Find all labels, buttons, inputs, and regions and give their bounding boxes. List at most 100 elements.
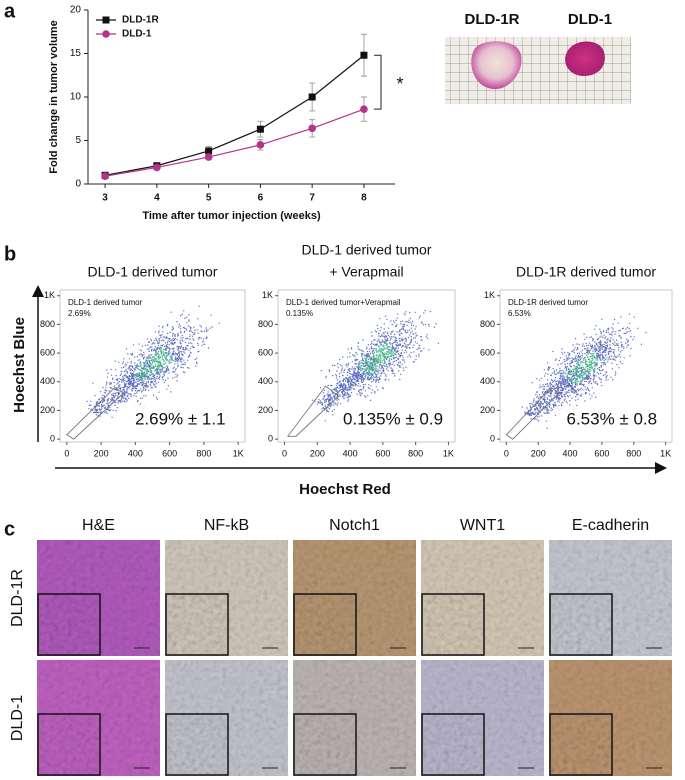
- x-tick-label: 200: [310, 448, 325, 458]
- y-tick-label: 400: [258, 376, 273, 386]
- y-tick-label: 800: [40, 319, 55, 329]
- gate-value: 6.53%: [508, 309, 531, 318]
- event-dots: [311, 309, 439, 422]
- gate-label: DLD-1R derived tumor: [508, 298, 588, 307]
- marker: [153, 163, 161, 172]
- marker: [360, 105, 368, 113]
- x-tick-label: 600: [594, 448, 609, 458]
- gate: [505, 386, 560, 440]
- ihc-image: [37, 540, 160, 656]
- panel-label: a: [4, 0, 16, 22]
- ihc-image: [421, 660, 544, 776]
- ihc-image: [549, 660, 672, 776]
- inset-texture: [167, 715, 227, 774]
- gate: [286, 385, 340, 437]
- event-dots-dense: [563, 352, 602, 385]
- ihc-image: [37, 660, 160, 776]
- y-tick-label: 1K: [262, 290, 273, 300]
- tumor-dld1: [565, 41, 605, 76]
- inset-texture: [167, 595, 227, 654]
- y-tick-label: 200: [258, 405, 273, 415]
- y-tick-label: 1K: [484, 290, 495, 300]
- event-dots: [86, 305, 220, 418]
- legend-marker: [102, 16, 110, 24]
- y-tick-label: 600: [40, 347, 55, 357]
- gate: [66, 386, 125, 440]
- gate-label: DLD-1 derived tumor: [68, 298, 143, 307]
- legend-label: DLD-1R: [122, 15, 159, 26]
- x-tick-label: 1K: [233, 448, 244, 458]
- row-label: DLD-1R: [9, 569, 26, 627]
- y-tick-label: 800: [480, 319, 495, 329]
- y-tick-label: 15: [70, 48, 82, 59]
- y-tick-label: 1K: [44, 290, 55, 300]
- panel-label: c: [4, 518, 15, 540]
- event-dots-dense: [134, 348, 174, 381]
- plot-title: DLD-1R derived tumor: [516, 264, 656, 280]
- inset-texture: [423, 595, 483, 654]
- y-tick-label: 800: [258, 319, 273, 329]
- y-tick-label: 600: [258, 347, 273, 357]
- x-tick-label: 7: [309, 193, 315, 204]
- x-tick-label: 200: [94, 448, 109, 458]
- marker: [101, 172, 109, 180]
- x-tick-label: 1K: [443, 448, 454, 458]
- inset-texture: [295, 715, 355, 774]
- y-tick-label: 200: [480, 405, 495, 415]
- x-tick-label: 0: [504, 448, 509, 458]
- x-axis-label: Time after tumor injection (weeks): [142, 210, 321, 222]
- event-dots-dense: [357, 341, 398, 376]
- x-tick-label: 5: [206, 193, 212, 204]
- significance-bracket: [374, 54, 382, 110]
- x-tick-label: 0: [282, 448, 287, 458]
- y-tick-label: 600: [480, 347, 495, 357]
- ihc-image: [165, 660, 288, 776]
- ihc-image: [165, 540, 288, 656]
- ihc-image: [293, 660, 416, 776]
- x-tick-label: 600: [375, 448, 390, 458]
- inset-texture: [551, 595, 611, 654]
- x-tick-label: 200: [531, 448, 546, 458]
- marker: [256, 125, 264, 133]
- annotation-bg: [121, 406, 240, 432]
- x-tick-label: 4: [154, 193, 160, 204]
- inset-texture: [423, 715, 483, 774]
- legend-marker: [102, 30, 110, 38]
- y-tick-label: 0: [268, 434, 273, 444]
- y-tick-label: 0: [75, 179, 81, 190]
- tumor-dld1r: [471, 41, 522, 90]
- x-axis-label: Hoechst Red: [299, 481, 391, 498]
- inset-texture: [295, 595, 355, 654]
- series-line: [104, 108, 365, 177]
- column-header: E-cadherin: [572, 517, 649, 534]
- row-label: DLD-1: [9, 695, 26, 741]
- x-tick-label: 3: [102, 193, 108, 204]
- y-tick-label: 400: [480, 376, 495, 386]
- photo-label: DLD-1R: [465, 11, 520, 28]
- inset-texture: [39, 595, 99, 654]
- y-tick-label: 0: [50, 434, 55, 444]
- annotation: 0.135% ± 0.9: [343, 409, 443, 428]
- y-tick-label: 10: [70, 92, 82, 103]
- y-tick-label: 5: [75, 135, 81, 146]
- x-tick-label: 6: [258, 193, 264, 204]
- marker: [360, 51, 368, 59]
- column-header: NF-kB: [204, 517, 249, 534]
- legend-label: DLD-1: [122, 29, 152, 40]
- x-tick-label: 400: [563, 448, 578, 458]
- series-line: [104, 54, 365, 176]
- x-tick-label: 800: [626, 448, 641, 458]
- x-tick-label: 400: [343, 448, 358, 458]
- marker: [205, 147, 213, 155]
- x-tick-label: 0: [64, 448, 69, 458]
- inset-texture: [39, 715, 99, 774]
- event-dots: [521, 313, 647, 429]
- annotation: 2.69% ± 1.1: [135, 409, 226, 428]
- gate-label: DLD-1 derived tumor+Verapmail: [286, 298, 401, 307]
- gate-value: 2.69%: [68, 309, 91, 318]
- marker: [308, 93, 316, 101]
- x-tick-label: 1K: [660, 448, 671, 458]
- plot-title: DLD-1 derived tumor: [302, 242, 432, 258]
- marker: [204, 153, 213, 161]
